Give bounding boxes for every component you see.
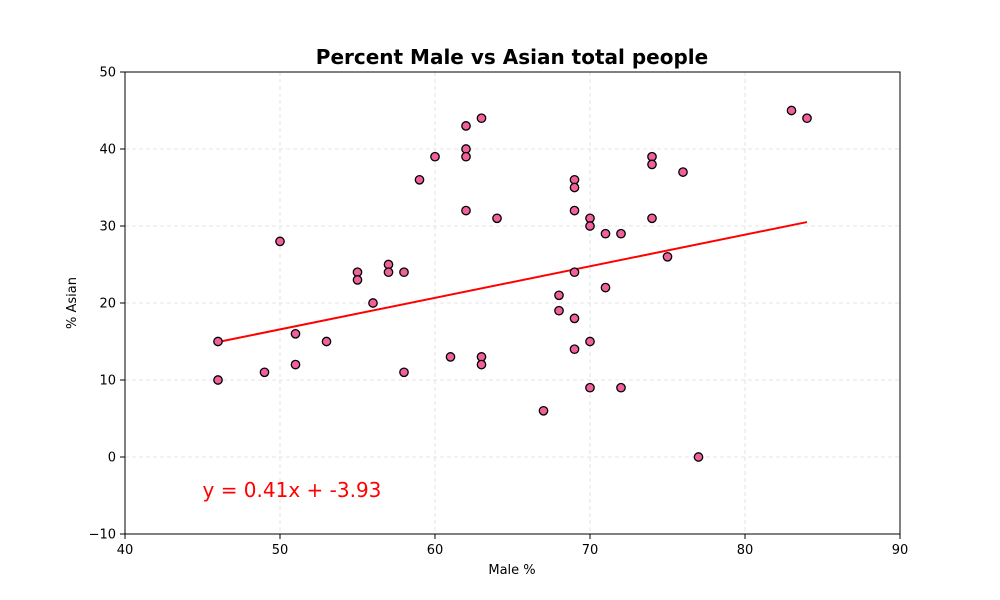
data-point	[616, 228, 626, 239]
data-point	[275, 236, 285, 247]
data-point	[600, 282, 611, 293]
data-point	[461, 151, 471, 162]
data-point	[693, 452, 704, 462]
data-point	[430, 151, 440, 162]
data-point	[678, 167, 688, 177]
data-point	[802, 113, 812, 124]
data-point	[616, 382, 626, 393]
data-point	[569, 267, 580, 278]
regression-line-group	[217, 221, 808, 344]
data-point	[569, 313, 580, 324]
data-point	[492, 213, 502, 224]
data-point	[554, 290, 564, 301]
data-point	[259, 367, 270, 378]
y-axis-label: % Asian	[65, 277, 80, 329]
data-point	[383, 267, 394, 278]
data-point	[476, 113, 487, 124]
regression-line	[217, 221, 808, 344]
data-point	[569, 344, 580, 355]
data-point	[461, 205, 471, 216]
data-point	[538, 405, 549, 416]
data-point	[352, 275, 363, 285]
data-point	[399, 267, 409, 278]
data-point	[569, 182, 580, 193]
x-tick-label: 70	[582, 543, 599, 558]
y-tick-label: 30	[99, 220, 116, 235]
data-point	[585, 336, 595, 347]
data-point	[662, 251, 673, 262]
data-point	[600, 228, 611, 239]
data-point	[213, 375, 223, 385]
data-point	[647, 159, 657, 170]
y-tick-label: 20	[99, 297, 116, 312]
data-point	[554, 305, 564, 316]
data-point	[290, 359, 301, 370]
data-point	[290, 328, 301, 339]
data-point	[647, 213, 657, 224]
y-axis-ticks: −10 0 10 20 30 40 50	[89, 66, 125, 543]
y-tick-label: 40	[99, 143, 116, 158]
x-tick-label: 40	[117, 543, 134, 558]
data-point	[414, 174, 425, 185]
data-point	[585, 382, 595, 393]
data-point	[585, 221, 595, 231]
x-tick-label: 50	[272, 543, 289, 558]
data-point	[786, 105, 797, 116]
data-point	[368, 298, 378, 308]
grid-lines	[124, 71, 901, 535]
x-axis-ticks: 40 50 60 70 80 90	[117, 534, 909, 558]
y-tick-label: 0	[108, 451, 116, 466]
x-tick-label: 80	[737, 543, 754, 558]
data-points	[213, 105, 812, 462]
chart-title: Percent Male vs Asian total people	[316, 45, 708, 69]
regression-equation: y = 0.41x + -3.93	[203, 478, 382, 502]
x-tick-label: 60	[427, 543, 444, 558]
data-point	[445, 352, 456, 362]
data-point	[569, 205, 580, 216]
y-tick-label: 50	[99, 66, 116, 81]
data-point	[321, 336, 332, 347]
y-tick-label: 10	[99, 374, 116, 389]
data-point	[399, 367, 409, 378]
data-point	[461, 121, 471, 131]
x-axis-label: Male %	[488, 563, 535, 578]
data-point	[476, 359, 487, 370]
x-tick-label: 90	[892, 543, 909, 558]
data-point	[213, 336, 223, 347]
y-tick-label: −10	[89, 528, 116, 543]
